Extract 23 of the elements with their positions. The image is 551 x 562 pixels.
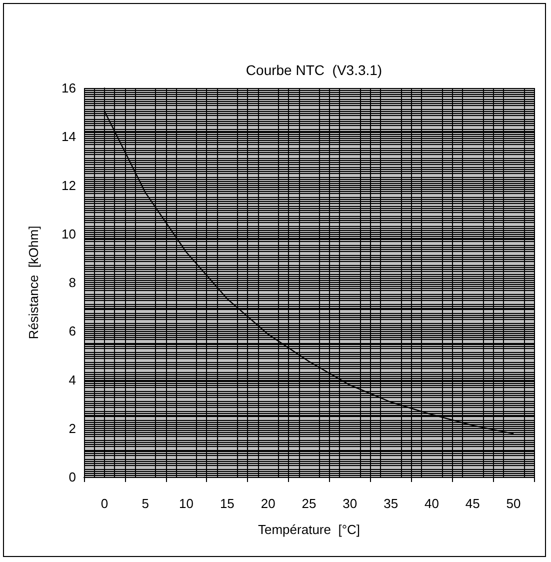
y-tick-label: 10 [62,226,76,242]
x-tick-label: 20 [260,496,276,511]
x-tick-label: 0 [100,496,108,511]
x-tick-label: 35 [384,496,398,511]
y-axis-title: Résistance [kOhm] [26,226,41,340]
y-tick-label: 2 [68,420,76,436]
x-tick-label: 10 [179,496,194,511]
y-tick-label: 8 [68,275,76,290]
y-tick-label: 14 [62,129,76,144]
y-tick-label: 16 [62,80,76,96]
y-tick-label: 6 [68,324,76,339]
x-tick-label: 40 [424,496,439,511]
chart-title: Courbe NTC (V3.3.1) [246,62,382,78]
y-tick-label: 12 [62,178,76,193]
y-tick-label: 0 [68,470,76,484]
x-tick-label: 5 [142,496,149,511]
x-tick-label: 15 [220,496,234,511]
x-tick-label: 50 [506,496,521,511]
x-tick-label: 25 [302,496,316,511]
x-tick-label: 30 [342,496,358,511]
x-tick-label: 45 [465,496,480,511]
y-tick-label: 4 [68,372,76,388]
x-axis-title: Température [°C] [258,522,360,537]
